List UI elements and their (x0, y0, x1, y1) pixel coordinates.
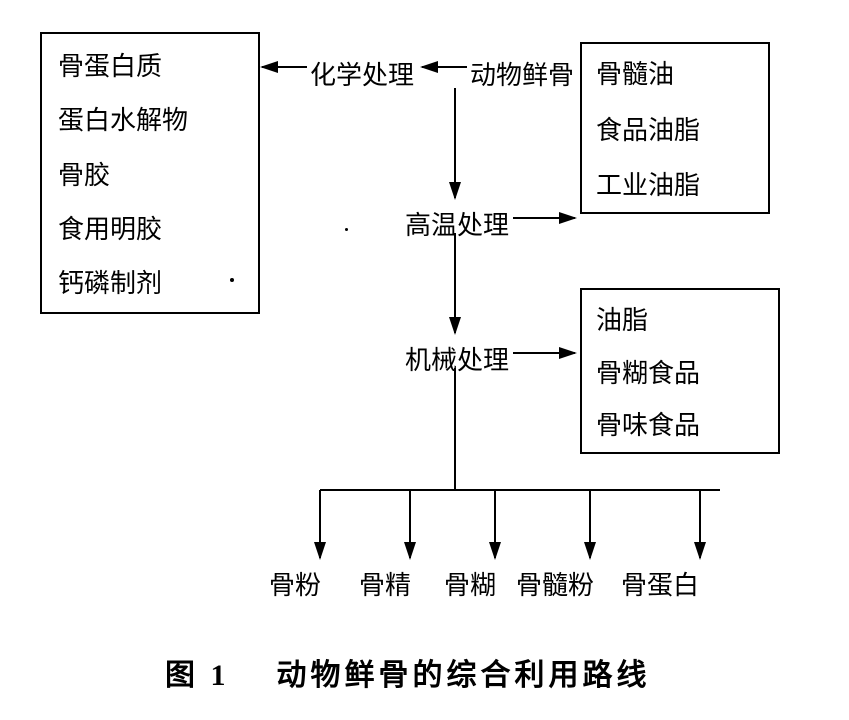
mechanical-output-item: 油脂 (596, 300, 764, 337)
bottom-output-item: 骨糊 (444, 565, 496, 602)
chemical-output-item: 骨胶 (58, 155, 242, 192)
print-artifact-dot (345, 228, 348, 231)
mechanical-process-node: 机械处理 (405, 340, 509, 377)
bottom-output-item: 骨蛋白 (621, 565, 699, 602)
hightemp-process-node: 高温处理 (405, 205, 509, 242)
print-artifact-dot (230, 278, 234, 282)
hightemp-output-item: 骨髓油 (596, 54, 754, 91)
chemical-output-item: 骨蛋白质 (58, 46, 242, 83)
bottom-output-item: 骨髓粉 (516, 565, 594, 602)
mechanical-outputs-box: 油脂骨糊食品骨味食品 (580, 288, 780, 454)
caption-text: 动物鲜骨的综合利用路线 (277, 659, 651, 692)
chemical-output-item: 食用明胶 (58, 209, 242, 246)
hightemp-output-item: 食品油脂 (596, 110, 754, 147)
hightemp-outputs-box: 骨髓油食品油脂工业油脂 (580, 42, 770, 214)
bottom-output-item: 骨精 (359, 565, 411, 602)
chemical-process-node: 化学处理 (310, 55, 414, 92)
chemical-output-item: 钙磷制剂 (58, 263, 242, 300)
caption-prefix: 图 1 (165, 659, 230, 692)
mechanical-output-item: 骨味食品 (596, 405, 764, 442)
chemical-output-item: 蛋白水解物 (58, 100, 242, 137)
mechanical-output-item: 骨糊食品 (596, 353, 764, 390)
figure-caption: 图 1 动物鲜骨的综合利用路线 (165, 650, 651, 694)
chemical-outputs-box: 骨蛋白质蛋白水解物骨胶食用明胶钙磷制剂 (40, 32, 260, 314)
source-node: 动物鲜骨 (470, 55, 574, 92)
hightemp-output-item: 工业油脂 (596, 165, 754, 202)
bottom-output-item: 骨粉 (269, 565, 321, 602)
